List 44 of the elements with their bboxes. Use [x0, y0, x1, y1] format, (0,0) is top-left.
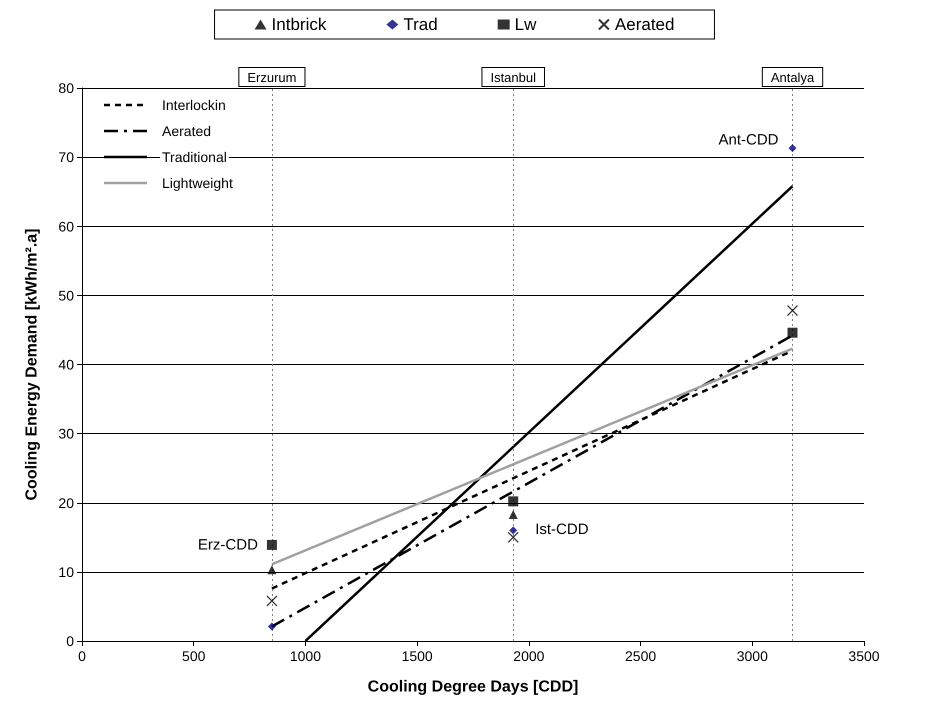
y-tick-label: 80 — [58, 80, 74, 96]
x-tick-label: 3500 — [848, 648, 880, 664]
y-axis-title: Cooling Energy Demand [kWh/m².a] — [24, 228, 40, 501]
point — [266, 540, 277, 550]
point — [786, 304, 798, 316]
point — [508, 510, 518, 519]
point — [508, 496, 518, 506]
point — [509, 526, 518, 534]
y-tick-label: 40 — [58, 356, 74, 372]
y-tick-label: 30 — [58, 426, 74, 442]
y-tick-label: 0 — [66, 633, 74, 649]
y-tick-label: 60 — [58, 218, 74, 234]
x-tick-label: 2500 — [624, 648, 656, 664]
legend-label: Aerated — [162, 123, 212, 139]
legend-label: Lightweight — [162, 175, 233, 191]
point — [508, 532, 519, 543]
annotation: Ist-CDD — [535, 520, 589, 538]
legend-label: Trad — [403, 15, 438, 34]
annotation: Ant-CDD — [718, 132, 779, 149]
point — [788, 144, 797, 152]
x-tick-label: 500 — [182, 648, 206, 664]
legend-label: Lw — [514, 15, 538, 34]
y-tick-label: 20 — [58, 494, 74, 511]
legend-label: Aerated — [614, 15, 674, 34]
x-tick-label: 2000 — [513, 648, 545, 664]
ref-line-label: Antalya — [770, 70, 815, 85]
legend-label: Traditional — [162, 149, 227, 165]
x-tick-label: 3000 — [736, 648, 768, 664]
point — [788, 328, 798, 338]
legend-label: Interlockin — [162, 97, 226, 113]
point — [268, 622, 276, 630]
ref-line-label: Istanbul — [490, 70, 536, 85]
point — [267, 565, 276, 574]
x-axis-title: Cooling Degree Days [CDD] — [368, 678, 578, 696]
x-tick-label: 1500 — [402, 648, 433, 664]
x-tick-label: 1000 — [290, 648, 322, 664]
y-tick-label: 70 — [58, 149, 74, 166]
point — [266, 595, 278, 607]
y-tick-label: 50 — [58, 287, 74, 304]
x-tick-label: 0 — [78, 648, 86, 664]
y-tick-label: 10 — [58, 564, 74, 580]
annotation: Erz-CDD — [198, 536, 258, 554]
ref-line-label: Erzurum — [247, 70, 296, 85]
legend-label: Intbrick — [272, 15, 327, 34]
